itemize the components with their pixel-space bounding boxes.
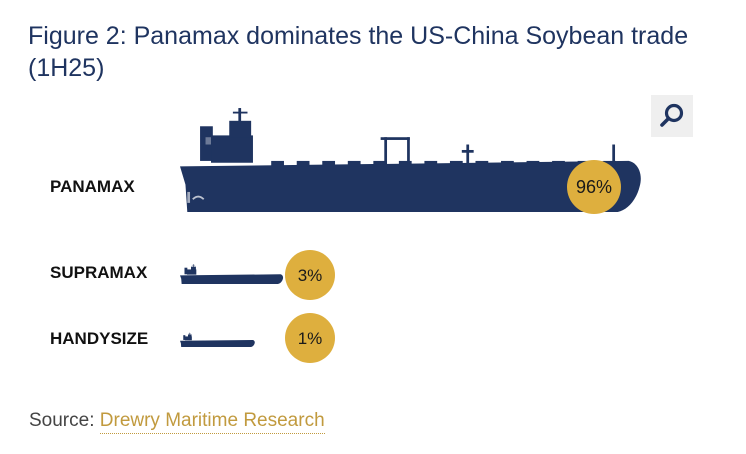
magnifier-icon [660,103,684,127]
category-label-supramax: SUPRAMAX [50,263,148,282]
ship-mark-panamax [180,108,641,212]
zoom-button[interactable] [651,95,693,137]
value-bubble-handysize [285,313,335,363]
source-link[interactable]: Drewry Maritime Research [99,410,325,434]
ship-mark-handysize [180,332,255,347]
category-label-handysize: HANDYSIZE [50,329,148,348]
value-bubble-supramax [285,250,335,300]
value-label-supramax: 3% [298,266,323,285]
value-label-handysize: 1% [298,329,323,348]
value-label-panamax: 96% [576,177,612,197]
chart-title: Figure 2: Panamax dominates the US-China… [28,22,689,82]
value-bubble-panamax [567,160,621,214]
source-line: Source: Drewry Maritime Research [29,410,325,434]
category-label-panamax: PANAMAX [50,177,135,196]
source-label: Source: [29,410,95,431]
ship-mark-supramax [180,264,284,284]
